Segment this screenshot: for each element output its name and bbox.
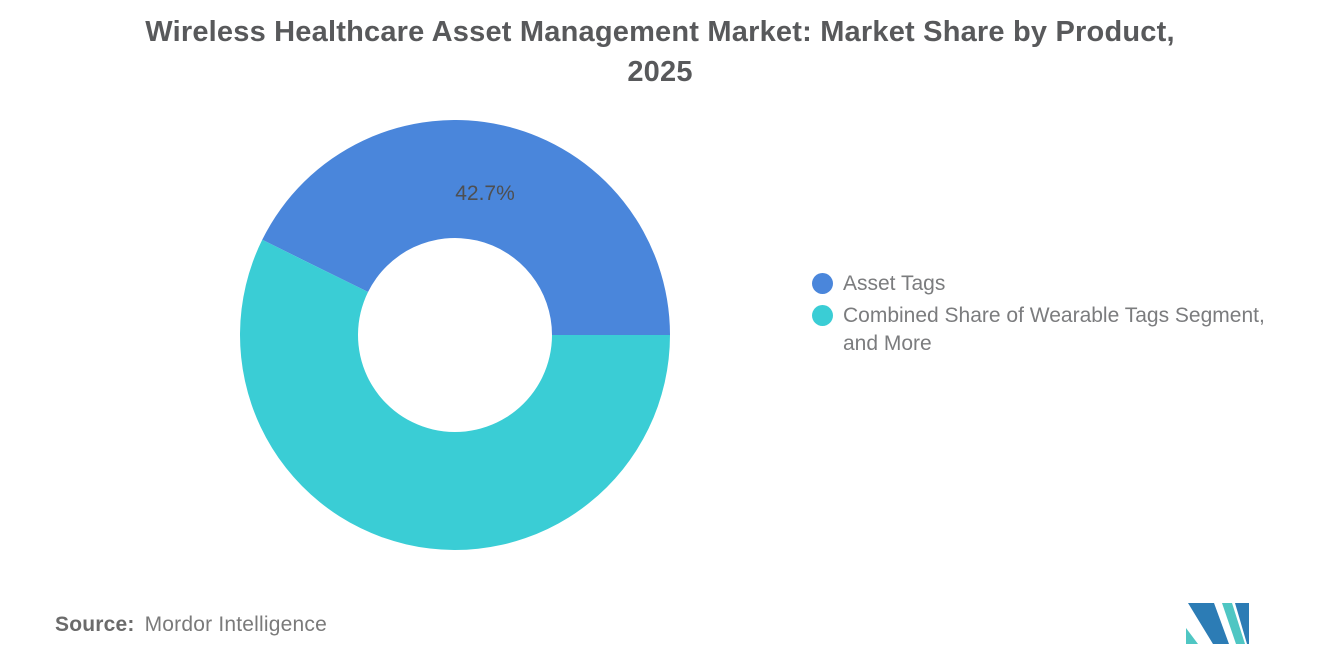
legend-item-combined-share[interactable]: Combined Share of Wearable Tags Segment,… — [812, 302, 1303, 358]
logo-shape-blue-wedge — [1188, 603, 1229, 644]
logo-shape-teal-corner — [1186, 628, 1198, 644]
source-label: Source: — [55, 613, 135, 636]
source-attribution: Source: Mordor Intelligence — [55, 613, 327, 637]
chart-title-line-1: Wireless Healthcare Asset Management Mar… — [145, 16, 1175, 48]
mordor-intelligence-logo — [1186, 603, 1249, 644]
source-value: Mordor Intelligence — [144, 613, 327, 636]
logo-shape-teal-band — [1222, 603, 1245, 644]
chart-title: Wireless Healthcare Asset Management Mar… — [0, 12, 1320, 92]
logo-shape-blue-bar — [1235, 603, 1249, 644]
donut-slice-asset-tags[interactable] — [262, 120, 670, 335]
donut-chart — [240, 120, 670, 550]
legend-marker — [812, 305, 833, 326]
chart-legend: Asset Tags Combined Share of Wearable Ta… — [812, 270, 1303, 362]
legend-item-label: Combined Share of Wearable Tags Segment,… — [843, 304, 1265, 355]
legend-item-label: Asset Tags — [843, 272, 946, 295]
legend-item-asset-tags[interactable]: Asset Tags — [812, 270, 1303, 298]
mordor-intelligence-logo-icon — [1186, 603, 1249, 644]
donut-chart-area: 42.7% — [240, 120, 670, 550]
slice-data-label: 42.7% — [455, 182, 515, 205]
donut-slice-combined-share[interactable] — [240, 239, 670, 550]
legend-marker — [812, 273, 833, 294]
chart-title-line-2: 2025 — [627, 56, 693, 88]
